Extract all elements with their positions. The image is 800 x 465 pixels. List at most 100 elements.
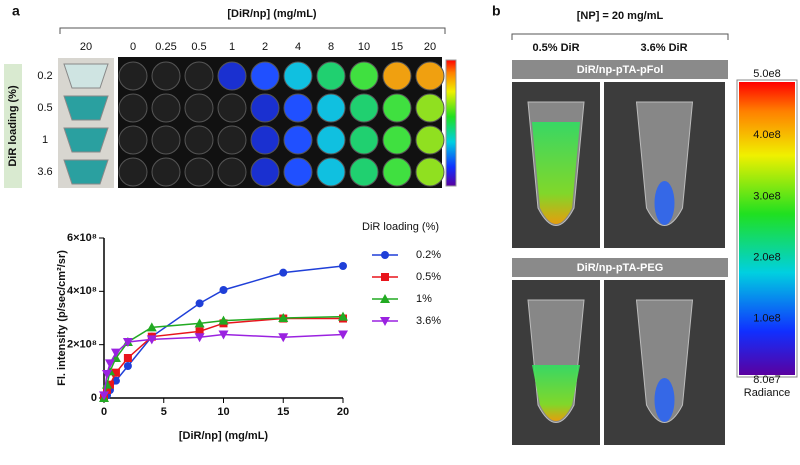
marker xyxy=(146,335,157,345)
well xyxy=(283,157,313,187)
marker xyxy=(218,315,229,325)
concentration-label: 2 xyxy=(262,41,268,53)
well xyxy=(382,125,412,155)
legend-marker xyxy=(381,273,389,281)
well xyxy=(415,93,445,123)
colorbar-label: 4.0e8 xyxy=(753,129,781,141)
well xyxy=(349,61,379,91)
marker xyxy=(99,391,109,401)
well xyxy=(118,157,148,187)
tube xyxy=(63,95,109,121)
panel-label: a xyxy=(12,3,20,19)
legend-label: 0.2% xyxy=(416,249,441,261)
marker xyxy=(123,362,132,370)
legend-label: 0.5% xyxy=(416,271,441,283)
concentration-label: 1 xyxy=(229,41,235,53)
loading-label: 1 xyxy=(42,134,48,146)
well xyxy=(184,157,214,187)
marker xyxy=(110,348,121,358)
well xyxy=(382,93,412,123)
well xyxy=(283,125,313,155)
series-line xyxy=(103,333,344,396)
series-line xyxy=(103,315,344,399)
signal xyxy=(654,378,675,422)
well xyxy=(349,93,379,123)
well xyxy=(217,93,247,123)
marker xyxy=(338,330,348,340)
well xyxy=(382,157,412,187)
well xyxy=(250,157,280,187)
marker xyxy=(195,299,204,308)
plate-title: [DiR/np] (mg/mL) xyxy=(227,8,317,20)
well xyxy=(316,93,346,123)
column-label: 3.6% DiR xyxy=(640,42,687,54)
row-label: DiR/np-pTA-PEG xyxy=(577,262,664,274)
concentration-label: 20 xyxy=(424,41,436,53)
concentration-label: 20 xyxy=(80,41,92,53)
loading-label: 3.6 xyxy=(37,166,52,178)
marker xyxy=(218,330,229,340)
concentration-label: 10 xyxy=(358,41,370,53)
well xyxy=(316,125,346,155)
well xyxy=(217,125,247,155)
marker xyxy=(219,286,228,294)
well xyxy=(415,61,445,91)
tube xyxy=(63,127,109,153)
concentration-label: 0.5 xyxy=(191,41,206,53)
legend-marker xyxy=(380,294,390,303)
panel-b-images: DiR/np-pTA-pFol DiR/np-pTA-PEG xyxy=(512,60,728,445)
well xyxy=(184,61,214,91)
colorbar-label: 1.0e8 xyxy=(753,313,781,325)
colorbar-labels: 5.0e8 4.0e8 3.0e8 2.0e8 1.0e8 8.0e7 xyxy=(753,68,781,386)
well xyxy=(217,157,247,187)
legend-marker xyxy=(381,251,389,259)
x-tick-label: 10 xyxy=(217,406,229,418)
marker xyxy=(101,379,112,389)
loading-title: DiR loading (%) xyxy=(7,85,19,167)
bracket xyxy=(511,33,729,40)
concentration-label: 15 xyxy=(391,41,403,53)
well xyxy=(283,93,313,123)
well xyxy=(415,157,445,187)
concentration-label: 0 xyxy=(130,41,136,53)
x-tick-label: 0 xyxy=(101,406,107,418)
loading-labels: 0.2 0.5 1 3.6 xyxy=(37,63,109,185)
colorbar-label: 8.0e7 xyxy=(753,374,781,386)
well xyxy=(316,157,346,187)
well xyxy=(316,61,346,91)
column-label: 0.5% DiR xyxy=(532,42,579,54)
colorbar-label: 2.0e8 xyxy=(753,252,781,264)
well xyxy=(151,61,181,91)
marker xyxy=(194,333,205,343)
well xyxy=(184,125,214,155)
marker xyxy=(278,333,289,343)
concentration-label: 4 xyxy=(295,41,301,53)
well xyxy=(217,61,247,91)
tube xyxy=(63,63,109,89)
panel-label: b xyxy=(492,3,501,19)
well xyxy=(118,93,148,123)
row-banner xyxy=(512,258,728,277)
y-tick-label: 0 xyxy=(91,392,97,404)
x-tick-label: 15 xyxy=(277,406,289,418)
well xyxy=(118,125,148,155)
marker xyxy=(339,262,347,270)
marker xyxy=(195,327,204,336)
well xyxy=(118,61,148,91)
legend-title: DiR loading (%) xyxy=(362,221,439,233)
marker xyxy=(104,359,115,369)
signal xyxy=(532,365,580,421)
y-axis-label: Fl. intensity (p/sec/cm²/sr) xyxy=(56,250,68,386)
tube xyxy=(635,299,694,423)
marker xyxy=(146,322,157,332)
well xyxy=(250,61,280,91)
y-tick-label: 6×10⁸ xyxy=(67,232,97,244)
well xyxy=(151,93,181,123)
marker xyxy=(278,313,289,322)
series-line xyxy=(103,317,343,399)
well xyxy=(250,125,280,155)
plate-colorbar xyxy=(445,59,457,187)
y-tick-label: 2×10⁸ xyxy=(67,339,97,351)
well xyxy=(151,125,181,155)
